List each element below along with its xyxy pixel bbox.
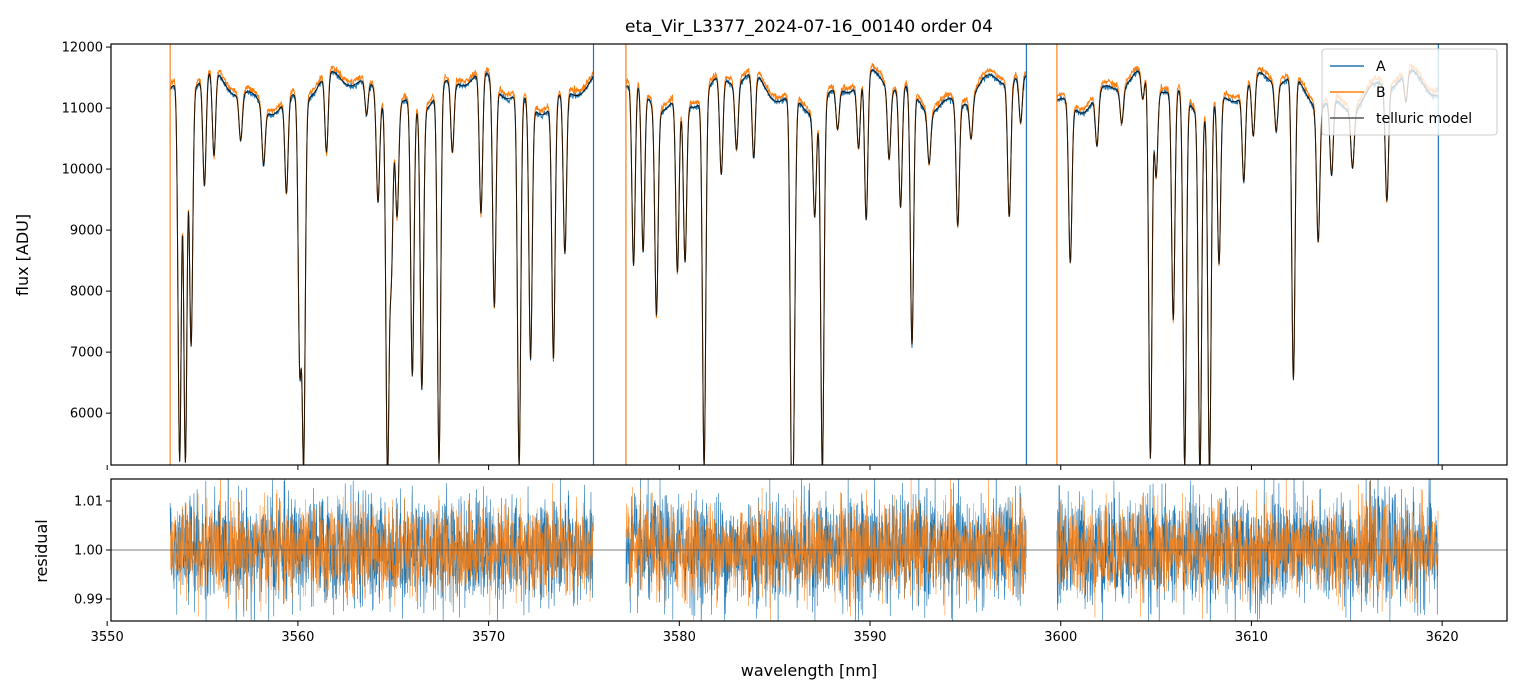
telluric-model-line bbox=[169, 69, 1439, 465]
series-b-line bbox=[169, 63, 1439, 465]
residual-y-tick-label: 1.01 bbox=[74, 495, 103, 510]
flux-y-ticks: 6000 7000 8000 9000 10000 11000 12000 bbox=[62, 41, 111, 422]
residual-panel: 0.99 1.00 1.01 3550 3560 3570 3580 3590 3600 361… bbox=[32, 478, 1508, 680]
x-tick-label: 3600 bbox=[1044, 630, 1077, 645]
legend-label-a: A bbox=[1376, 59, 1386, 75]
flux-y-tick-label: 7000 bbox=[70, 346, 103, 361]
residual-series-group bbox=[111, 479, 1507, 621]
x-tick-label: 3580 bbox=[663, 630, 696, 645]
flux-panel: 6000 7000 8000 9000 10000 11000 12000 flux [AD… bbox=[13, 41, 1508, 470]
x-axis-label: wavelength [nm] bbox=[741, 661, 878, 680]
flux-y-tick-label: 8000 bbox=[70, 285, 103, 300]
flux-y-tick-label: 6000 bbox=[70, 407, 103, 422]
flux-y-axis-label: flux [ADU] bbox=[13, 214, 32, 296]
flux-y-tick-label: 9000 bbox=[70, 224, 103, 239]
chart-title: eta_Vir_L3377_2024-07-16_00140 order 04 bbox=[625, 17, 993, 37]
residual-y-axis-label: residual bbox=[32, 519, 51, 582]
x-tick-label: 3620 bbox=[1426, 630, 1459, 645]
x-tick-label: 3590 bbox=[853, 630, 886, 645]
legend: A B telluric model bbox=[1321, 48, 1498, 136]
residual-y-tick-label: 1.00 bbox=[74, 544, 103, 559]
flux-x-ticks bbox=[106, 465, 1443, 470]
x-tick-label: 3570 bbox=[472, 630, 505, 645]
x-tick-label: 3550 bbox=[91, 630, 124, 645]
legend-box bbox=[1321, 48, 1498, 136]
series-a-line bbox=[169, 66, 1439, 465]
flux-y-tick-label: 11000 bbox=[62, 102, 103, 117]
flux-panel-frame bbox=[110, 43, 1508, 466]
residual-y-ticks: 0.99 1.00 1.01 bbox=[74, 495, 111, 607]
x-tick-label: 3610 bbox=[1235, 630, 1268, 645]
residual-b-line bbox=[169, 479, 1439, 621]
flux-y-tick-label: 12000 bbox=[62, 41, 103, 56]
flux-series-group bbox=[169, 44, 1439, 465]
residual-x-ticks: 3550 3560 3570 3580 3590 3600 3610 3620 bbox=[91, 621, 1459, 645]
legend-label-b: B bbox=[1376, 85, 1386, 101]
flux-y-tick-label: 10000 bbox=[62, 163, 103, 178]
legend-label-telluric: telluric model bbox=[1376, 111, 1472, 127]
x-tick-label: 3560 bbox=[281, 630, 314, 645]
residual-y-tick-label: 0.99 bbox=[74, 592, 103, 607]
